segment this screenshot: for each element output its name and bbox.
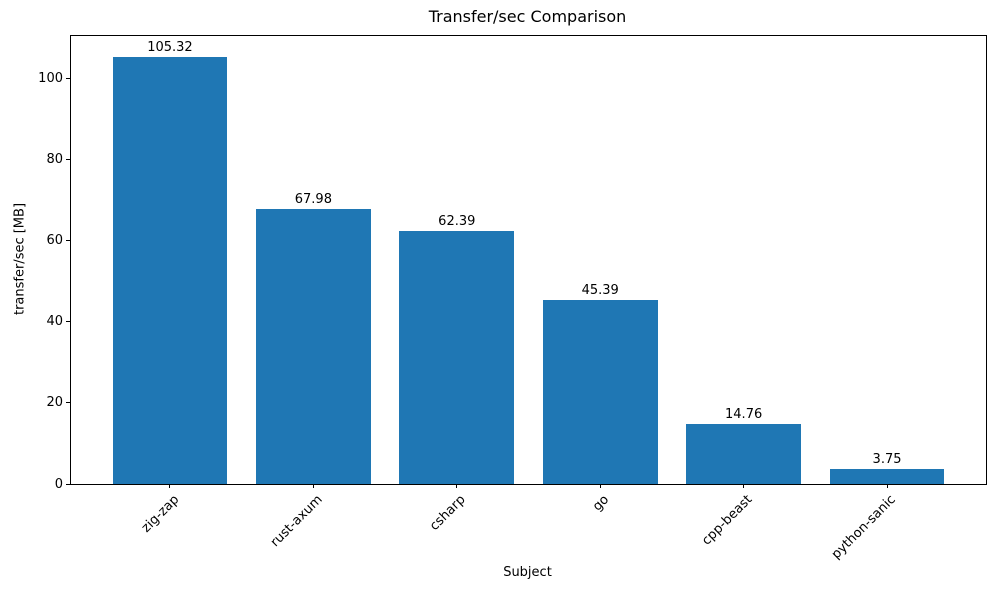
chart-title: Transfer/sec Comparison xyxy=(428,7,627,26)
y-tick-mark xyxy=(66,483,70,485)
x-tick-mark xyxy=(169,484,171,488)
y-tick-label: 40 xyxy=(46,314,63,330)
x-tick-label: cpp-beast xyxy=(699,492,756,549)
plot-area: 105.32 zig-zap 67.98 rust-axum 62.39 csharp 45… xyxy=(38,35,987,562)
bar xyxy=(542,300,658,484)
x-tick-label: csharp xyxy=(427,492,469,534)
y-tick-mark xyxy=(66,240,70,242)
bar-value-label: 3.75 xyxy=(872,451,902,467)
x-tick-label: go xyxy=(590,492,613,515)
y-tick-mark xyxy=(66,78,70,80)
y-tick-label: 0 xyxy=(54,476,63,492)
x-axis-label: Subject xyxy=(503,565,552,580)
bar-value-label: 62.39 xyxy=(438,214,476,230)
x-tick-mark xyxy=(456,484,458,488)
y-tick-mark xyxy=(66,402,70,404)
y-tick-label: 60 xyxy=(46,233,63,249)
bar xyxy=(399,231,515,484)
x-tick-label: rust-axum xyxy=(267,492,326,551)
bar-value-label: 67.98 xyxy=(294,191,332,207)
x-tick-label: python-sanic xyxy=(829,492,899,563)
x-tick-label: zig-zap xyxy=(138,492,182,536)
y-tick-label: 80 xyxy=(46,152,63,168)
y-tick-label: 20 xyxy=(46,395,63,411)
x-tick-mark xyxy=(599,484,601,488)
y-tick-label: 100 xyxy=(38,71,63,87)
bar-value-label: 45.39 xyxy=(581,283,619,299)
y-tick-mark xyxy=(66,159,70,161)
bar xyxy=(112,57,228,484)
bar xyxy=(829,468,945,484)
y-axis-label: transfer/sec [MB] xyxy=(12,202,28,316)
bar xyxy=(686,424,801,484)
x-tick-mark xyxy=(886,484,888,488)
x-tick-mark xyxy=(743,484,745,488)
x-tick-mark xyxy=(312,484,314,488)
bar-value-label: 14.76 xyxy=(725,407,763,423)
bar xyxy=(256,208,371,484)
y-tick-mark xyxy=(66,321,70,323)
bar-value-label: 105.32 xyxy=(147,40,193,56)
